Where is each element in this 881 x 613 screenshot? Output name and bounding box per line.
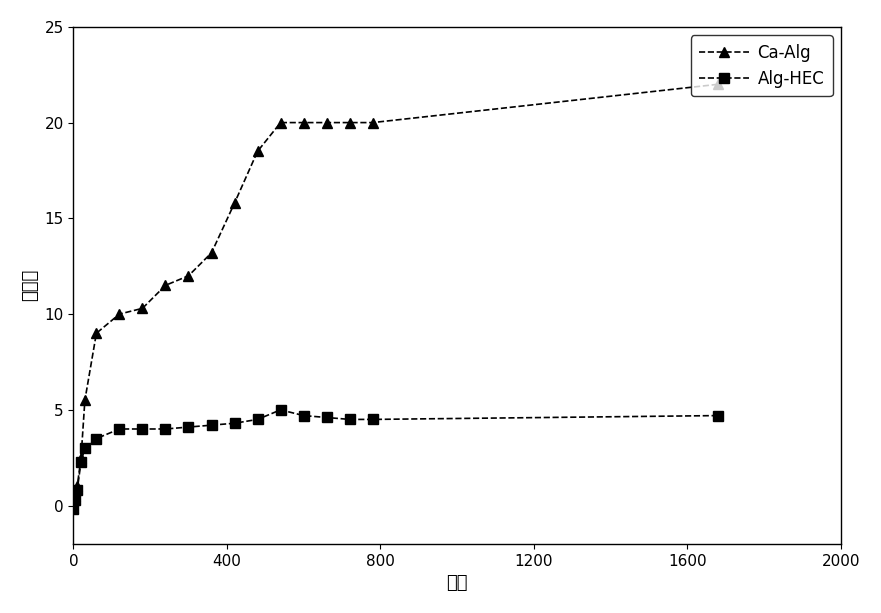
Alg-HEC	[367, 416, 378, 423]
Alg-HEC	[115, 425, 125, 433]
Alg-HEC	[70, 496, 80, 503]
Alg-HEC	[68, 506, 78, 513]
Ca-Alg	[137, 305, 148, 312]
Ca-Alg	[252, 148, 263, 155]
Alg-HEC	[322, 414, 332, 421]
Alg-HEC	[160, 425, 171, 433]
Alg-HEC	[299, 412, 309, 419]
Legend: Ca-Alg, Alg-HEC: Ca-Alg, Alg-HEC	[691, 35, 833, 96]
Alg-HEC	[76, 458, 86, 465]
Ca-Alg	[713, 80, 723, 88]
Ca-Alg	[322, 119, 332, 126]
Ca-Alg	[229, 199, 240, 207]
Alg-HEC	[91, 435, 101, 442]
Ca-Alg	[367, 119, 378, 126]
Alg-HEC	[72, 487, 83, 494]
Ca-Alg	[76, 454, 86, 462]
Alg-HEC	[229, 419, 240, 427]
X-axis label: 分钟: 分钟	[447, 574, 468, 592]
Alg-HEC	[206, 422, 217, 429]
Ca-Alg	[115, 310, 125, 318]
Ca-Alg	[276, 119, 286, 126]
Alg-HEC	[276, 406, 286, 414]
Ca-Alg	[344, 119, 355, 126]
Ca-Alg	[160, 282, 171, 289]
Line: Ca-Alg: Ca-Alg	[69, 80, 723, 512]
Ca-Alg	[72, 483, 83, 490]
Ca-Alg	[91, 330, 101, 337]
Alg-HEC	[252, 416, 263, 423]
Ca-Alg	[183, 272, 194, 280]
Ca-Alg	[68, 504, 78, 511]
Ca-Alg	[299, 119, 309, 126]
Alg-HEC	[137, 425, 148, 433]
Y-axis label: 溶胀率: 溶胀率	[21, 269, 39, 302]
Alg-HEC	[79, 444, 90, 452]
Alg-HEC	[183, 424, 194, 431]
Ca-Alg	[79, 397, 90, 404]
Alg-HEC	[344, 416, 355, 423]
Alg-HEC	[713, 412, 723, 419]
Line: Alg-HEC: Alg-HEC	[69, 405, 723, 514]
Ca-Alg	[206, 249, 217, 256]
Ca-Alg	[70, 492, 80, 500]
